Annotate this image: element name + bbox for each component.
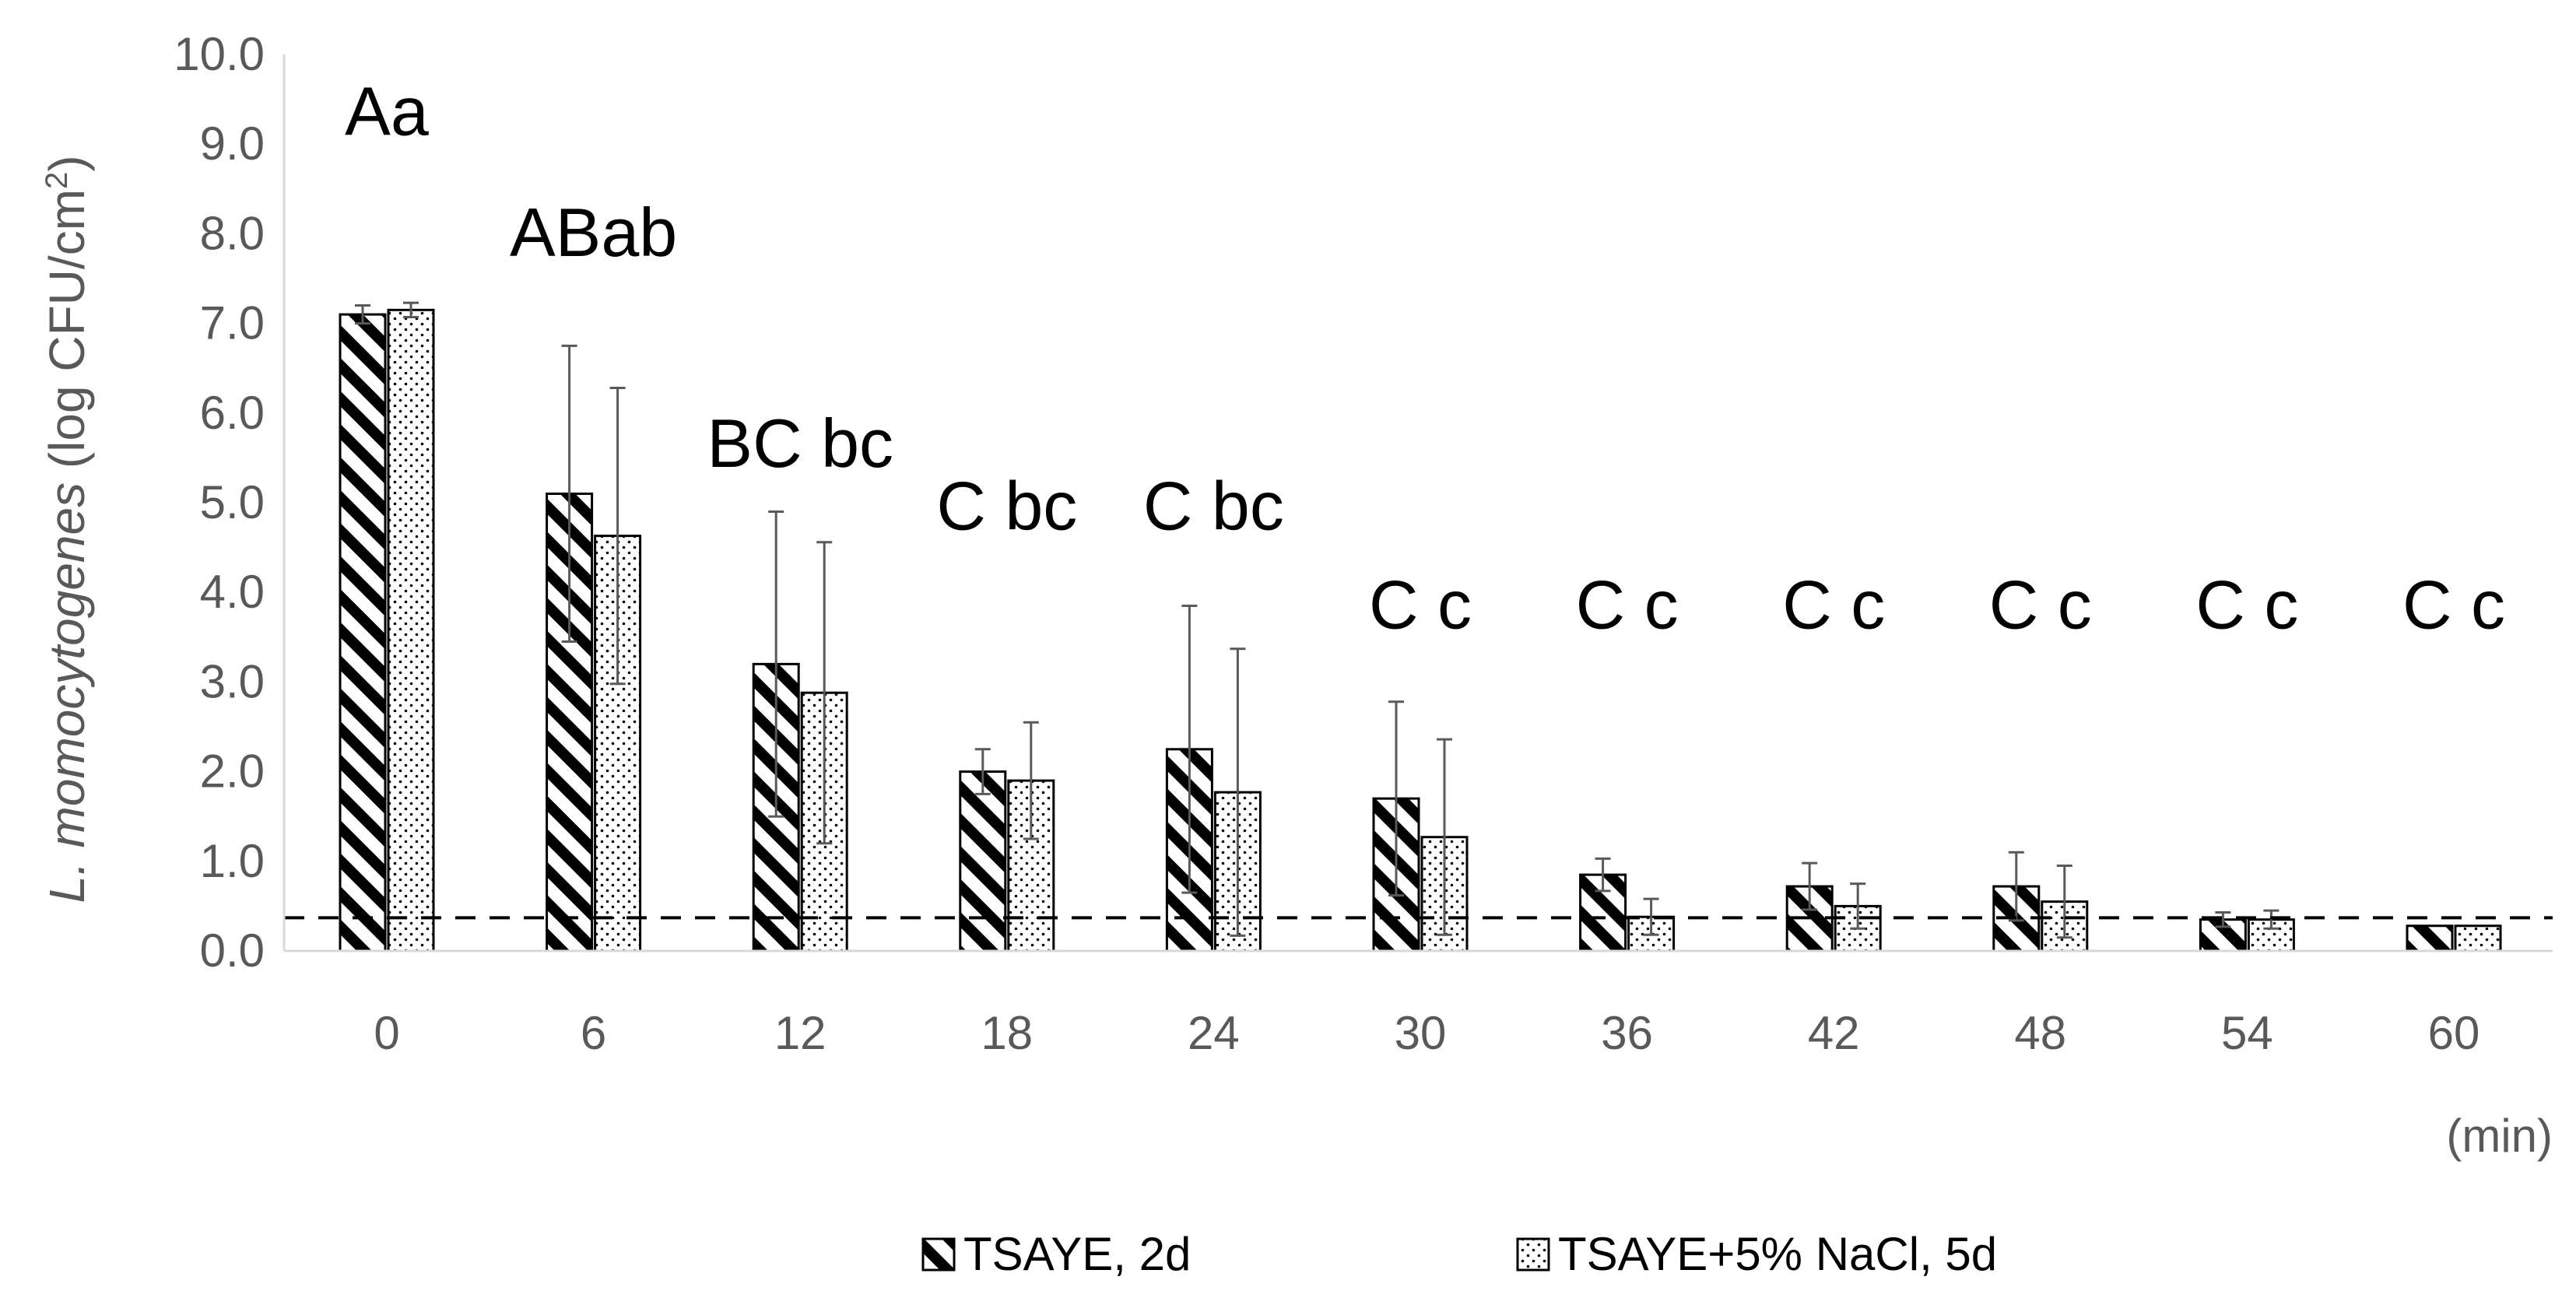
y-tick-label: 5.0 [200, 476, 265, 528]
error-bars [355, 301, 2279, 939]
x-tick-label: 24 [1188, 1007, 1240, 1059]
x-tick-label: 54 [2221, 1007, 2273, 1059]
significance-label: C c [1782, 566, 1885, 643]
significance-label: C c [1989, 566, 2092, 643]
x-axis-ticks: 0 6 12 18 24 30 36 42 48 54 60 [374, 1007, 2479, 1059]
significance-label: C c [1576, 566, 1679, 643]
y-tick-label: 1.0 [200, 835, 265, 887]
y-axis-label-units: (log CFU/cm [39, 189, 95, 482]
bar [387, 308, 435, 952]
significance-annotations: Aa ABab BC bc C bc C bc C c C c C c C c C c C c [345, 73, 2505, 644]
y-tick-label: 0.0 [200, 924, 265, 977]
y-tick-label: 8.0 [200, 207, 265, 259]
y-tick-label: 9.0 [200, 118, 265, 170]
y-axis-label-close: ) [39, 155, 95, 171]
x-tick-label: 36 [1601, 1007, 1653, 1059]
significance-label: C bc [1143, 468, 1284, 545]
y-axis-ticks: 0.0 1.0 2.0 3.0 4.0 5.0 6.0 7.0 8.0 9.0 10.0 [174, 28, 265, 977]
y-tick-label: 6.0 [200, 387, 265, 439]
significance-label: C c [1369, 566, 1472, 643]
significance-label: C c [2402, 566, 2505, 643]
significance-label: C c [2195, 566, 2298, 643]
x-tick-label: 42 [1808, 1007, 1860, 1059]
legend-swatch [921, 1237, 956, 1272]
svg-text:L. momocytogenes (log CFU/cm2): L. momocytogenes (log CFU/cm2) [39, 155, 95, 903]
x-tick-label: 48 [2014, 1007, 2066, 1059]
significance-label: C bc [936, 468, 1077, 545]
legend-label: TSAYE, 2d [963, 1228, 1191, 1280]
legend-swatch [1516, 1237, 1550, 1272]
y-tick-label: 3.0 [200, 655, 265, 707]
bar [2406, 924, 2454, 952]
y-axis-label: L. momocytogenes (log CFU/cm2) [39, 155, 95, 903]
y-tick-label: 7.0 [200, 297, 265, 349]
x-axis-label: (min) [2446, 1110, 2553, 1162]
legend: TSAYE, 2d TSAYE+5% NaCl, 5d [921, 1228, 1997, 1280]
y-axis-label-italic: L. momocytogenes [39, 482, 95, 903]
significance-label: BC bc [707, 405, 893, 482]
x-tick-label: 12 [774, 1007, 826, 1059]
y-tick-label: 2.0 [200, 745, 265, 798]
bar [339, 313, 387, 952]
x-tick-label: 30 [1395, 1007, 1447, 1059]
bar [959, 770, 1007, 952]
significance-label: ABab [510, 194, 677, 271]
x-tick-label: 6 [581, 1007, 606, 1059]
x-tick-label: 18 [981, 1007, 1033, 1059]
y-tick-label: 4.0 [200, 566, 265, 618]
y-tick-label: 10.0 [174, 28, 265, 80]
bar [2454, 924, 2502, 952]
y-axis-label-superscript: 2 [40, 172, 74, 189]
significance-label: Aa [345, 73, 429, 150]
x-tick-label: 60 [2428, 1007, 2480, 1059]
legend-label: TSAYE+5% NaCl, 5d [1558, 1228, 1997, 1280]
x-tick-label: 0 [374, 1007, 399, 1059]
